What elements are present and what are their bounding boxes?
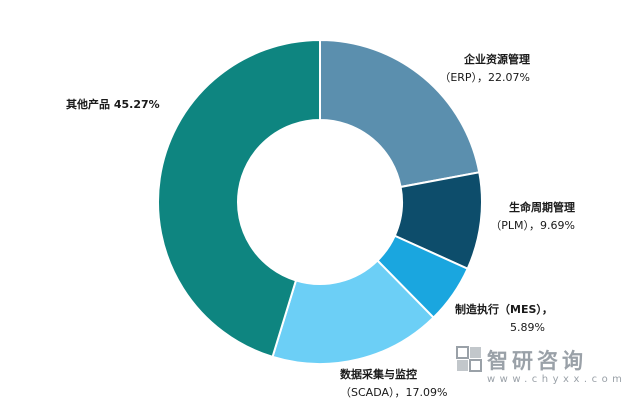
brand-logo-icon: [456, 346, 482, 372]
slice-3: [271, 259, 435, 365]
label-other: 其他产品 45.27%: [66, 98, 160, 111]
label-mes-name: 制造执行（MES），: [455, 303, 553, 316]
slice-4: [157, 38, 321, 359]
watermark-url: www.chyxx.com: [487, 374, 627, 385]
label-erp-value: （ERP），22.07%: [439, 71, 530, 84]
label-scada-name: 数据采集与监控: [340, 368, 417, 381]
slice-0: [319, 38, 481, 189]
label-scada-value: （SCADA），17.09%: [340, 386, 448, 399]
label-erp-name: 企业资源管理: [464, 53, 530, 66]
label-plm-value: （PLM），9.69%: [490, 219, 575, 232]
label-plm-name: 生命周期管理: [509, 201, 575, 214]
label-mes-value: 5.89%: [510, 321, 545, 334]
watermark-name: 智研咨询: [487, 349, 587, 373]
